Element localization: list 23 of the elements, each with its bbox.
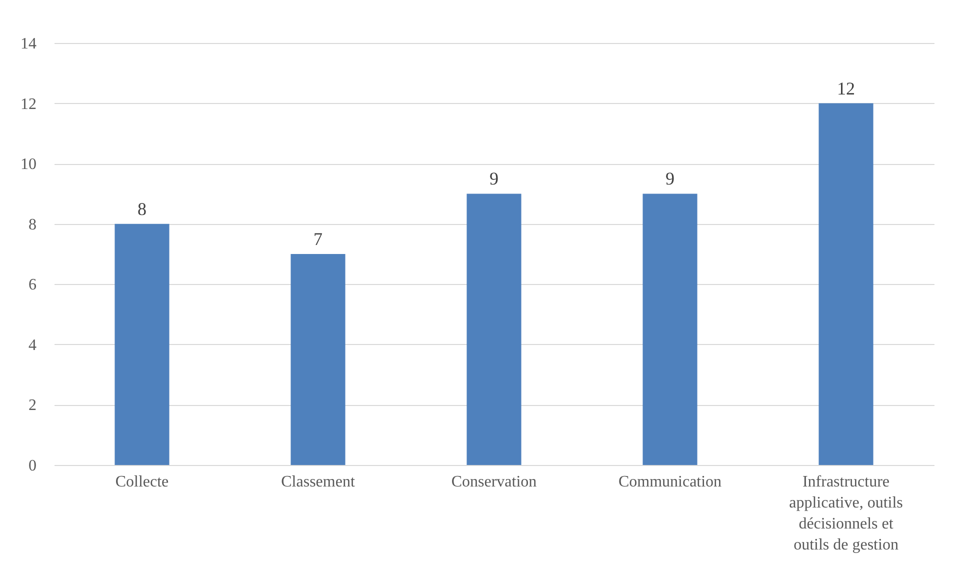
data-label: 9 [490, 168, 498, 189]
y-tick-label: 2 [28, 397, 36, 414]
y-tick-label: 0 [28, 458, 36, 474]
data-label: 9 [666, 168, 674, 189]
y-tick-label: 12 [20, 96, 36, 113]
bar [290, 254, 346, 465]
bar [114, 224, 170, 465]
bar [466, 194, 522, 465]
y-tick-label: 4 [28, 336, 36, 354]
y-tick-label: 10 [20, 156, 36, 174]
data-label: 12 [837, 78, 855, 98]
x-tick-label: Collecte [115, 474, 169, 490]
x-tick-label: Infrastructure applicative, outils décisionnels et outils de gestion [789, 474, 903, 554]
x-tick-label: Classement [281, 474, 356, 490]
x-tick-label: Communication [618, 474, 722, 490]
y-tick-label: 8 [28, 216, 36, 234]
x-tick-label: Conservation [451, 474, 537, 490]
bar [818, 103, 874, 465]
data-label: 8 [138, 198, 146, 219]
data-label: 7 [314, 229, 322, 249]
y-tick-label: 6 [28, 276, 36, 294]
y-tick-label: 14 [20, 36, 36, 52]
bar [642, 194, 698, 465]
